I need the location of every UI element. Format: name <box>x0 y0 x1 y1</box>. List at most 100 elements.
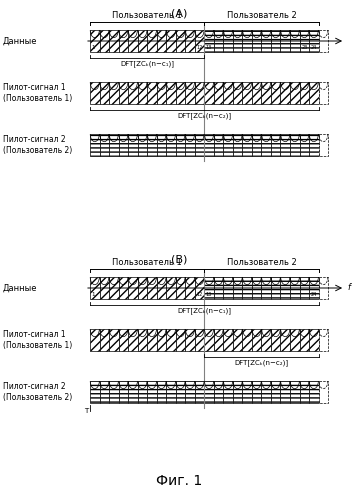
Bar <box>166 277 176 299</box>
Bar <box>214 30 223 52</box>
Bar <box>233 30 242 52</box>
Text: f: f <box>347 283 350 292</box>
Text: T: T <box>84 408 88 414</box>
Bar <box>252 134 261 156</box>
Bar <box>233 381 242 403</box>
Bar <box>242 329 252 351</box>
Bar <box>176 277 185 299</box>
Bar <box>319 381 328 403</box>
Bar <box>233 329 242 351</box>
Bar <box>195 277 204 299</box>
Text: Данные: Данные <box>3 283 38 292</box>
Bar <box>90 381 100 403</box>
Text: Пилот-сигнал 2
(Пользователь 2): Пилот-сигнал 2 (Пользователь 2) <box>3 135 72 155</box>
Bar <box>128 381 137 403</box>
Bar <box>280 277 290 299</box>
Bar <box>223 30 233 52</box>
Bar <box>204 134 214 156</box>
Bar <box>118 134 128 156</box>
Bar <box>166 329 176 351</box>
Bar <box>118 329 128 351</box>
Text: 13: 13 <box>206 292 212 297</box>
Bar <box>166 134 176 156</box>
Bar <box>309 82 319 104</box>
Bar <box>128 277 137 299</box>
Bar <box>261 82 271 104</box>
Bar <box>319 30 328 52</box>
Bar <box>137 277 147 299</box>
Text: Данные: Данные <box>3 36 38 45</box>
Bar <box>166 381 176 403</box>
Bar <box>147 381 157 403</box>
Bar <box>109 30 118 52</box>
Bar <box>261 329 271 351</box>
Bar <box>319 134 328 156</box>
Bar <box>204 82 214 104</box>
Bar <box>185 381 195 403</box>
Bar <box>223 277 233 299</box>
Bar <box>233 82 242 104</box>
Bar <box>185 82 195 104</box>
Bar <box>271 329 280 351</box>
Bar <box>128 329 137 351</box>
Bar <box>319 329 328 351</box>
Bar <box>128 82 137 104</box>
Text: Пользователь 2: Пользователь 2 <box>227 11 296 20</box>
Bar <box>290 329 300 351</box>
Text: Пользователь 2: Пользователь 2 <box>227 258 296 267</box>
Bar <box>319 277 328 299</box>
Bar <box>176 30 185 52</box>
Text: Пилот-сигнал 1
(Пользователь 1): Пилот-сигнал 1 (Пользователь 1) <box>3 83 72 103</box>
Bar <box>204 30 214 52</box>
Bar <box>204 277 214 299</box>
Bar <box>309 277 319 299</box>
Bar <box>290 381 300 403</box>
Bar <box>271 30 280 52</box>
Bar <box>233 277 242 299</box>
Bar <box>242 277 252 299</box>
Bar <box>90 277 100 299</box>
Bar <box>242 134 252 156</box>
Text: 24: 24 <box>311 45 317 50</box>
Bar <box>214 82 223 104</box>
Bar <box>300 30 309 52</box>
Bar <box>109 329 118 351</box>
Bar <box>252 30 261 52</box>
Text: DFT[ZCₖ(n−c₁)]: DFT[ZCₖ(n−c₁)] <box>120 60 174 67</box>
Bar <box>271 82 280 104</box>
Bar <box>90 30 100 52</box>
Bar <box>252 329 261 351</box>
Bar <box>214 134 223 156</box>
Text: Пилот-сигнал 1
(Пользователь 1): Пилот-сигнал 1 (Пользователь 1) <box>3 330 72 350</box>
Bar <box>109 134 118 156</box>
Text: Пилот-сигнал 2
(Пользователь 2): Пилот-сигнал 2 (Пользователь 2) <box>3 382 72 402</box>
Bar <box>261 277 271 299</box>
Bar <box>128 134 137 156</box>
Bar <box>100 329 109 351</box>
Bar <box>204 329 214 351</box>
Bar <box>242 381 252 403</box>
Bar <box>100 30 109 52</box>
Bar <box>290 30 300 52</box>
Bar <box>195 134 204 156</box>
Bar <box>137 381 147 403</box>
Bar <box>214 277 223 299</box>
Text: Фиг. 1: Фиг. 1 <box>156 474 202 488</box>
Bar <box>137 30 147 52</box>
Bar <box>147 82 157 104</box>
Bar <box>157 82 166 104</box>
Bar <box>204 381 214 403</box>
Bar <box>214 381 223 403</box>
Bar <box>195 82 204 104</box>
Bar <box>319 82 328 104</box>
Text: DFT[ZCₖ(n−c₂)]: DFT[ZCₖ(n−c₂)] <box>177 112 231 119</box>
Bar <box>233 134 242 156</box>
Bar <box>252 381 261 403</box>
Bar <box>300 329 309 351</box>
Text: Пользователь 1: Пользователь 1 <box>112 11 182 20</box>
Bar <box>90 329 100 351</box>
Bar <box>280 134 290 156</box>
Bar <box>128 30 137 52</box>
Bar <box>137 134 147 156</box>
Bar <box>271 134 280 156</box>
